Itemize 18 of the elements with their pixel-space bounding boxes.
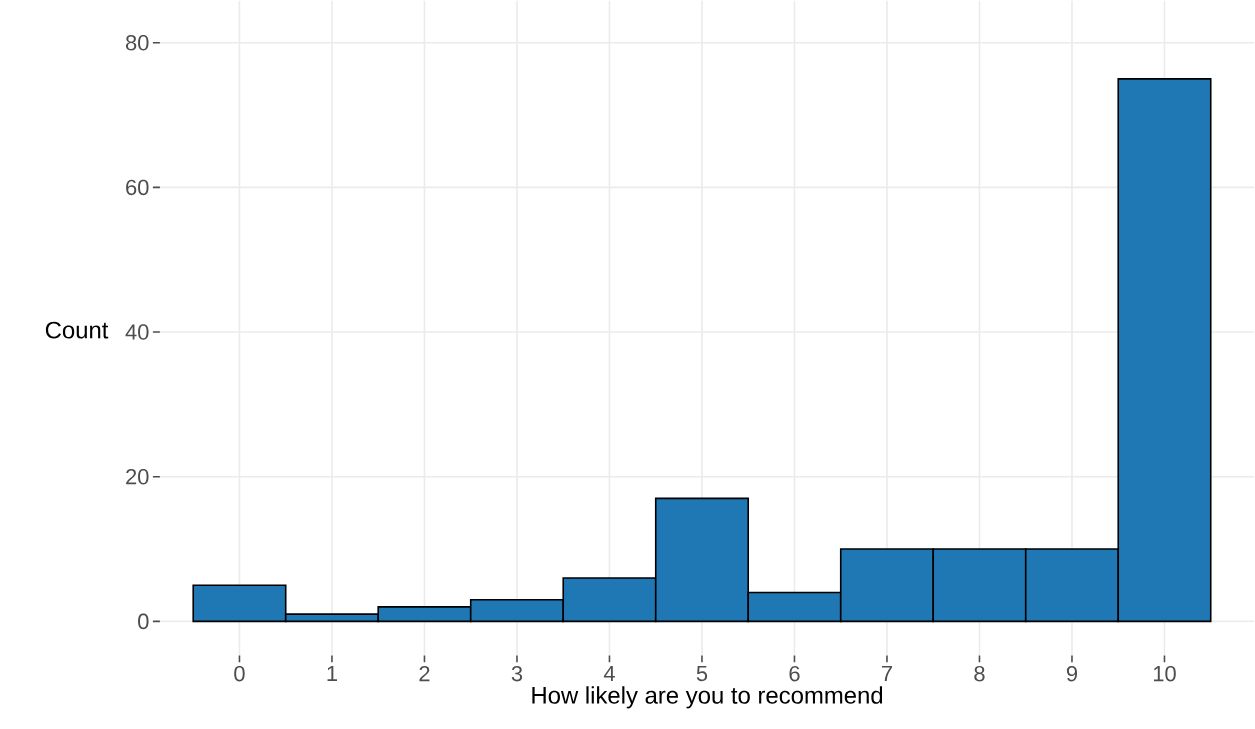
x-axis-title: How likely are you to recommend — [532, 686, 883, 709]
x-tick-label: 4 — [603, 665, 615, 681]
x-tick-label: 2 — [419, 665, 430, 682]
y-tick-label: 20 — [126, 468, 149, 485]
x-tick-label: 7 — [882, 665, 892, 681]
x-tick-label: 10 — [1153, 665, 1176, 682]
y-tick-label: 40 — [125, 324, 149, 340]
y-tick-label: 60 — [126, 179, 149, 195]
y-axis-title: Count — [45, 321, 109, 339]
x-tick-label: 9 — [1066, 665, 1078, 682]
x-tick-label: 0 — [234, 665, 245, 682]
x-tick-label: 8 — [974, 665, 985, 682]
x-tick-label: 6 — [789, 665, 800, 682]
x-tick-label: 3 — [511, 665, 523, 682]
x-tick-label: 1 — [327, 665, 337, 681]
x-tick-label: 5 — [696, 665, 708, 682]
y-tick-label: 0 — [138, 613, 149, 629]
y-tick-label: 80 — [125, 34, 149, 51]
